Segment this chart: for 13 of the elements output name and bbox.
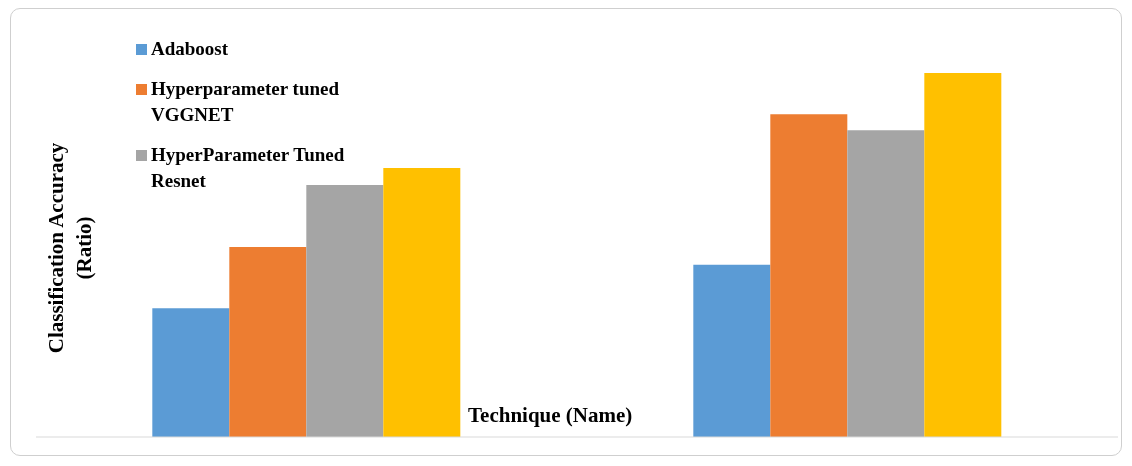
bar: [383, 168, 461, 437]
bar: [152, 308, 230, 437]
y-axis-title: Classification Accuracy (Ratio): [43, 141, 97, 356]
bar: [229, 246, 307, 437]
bar: [847, 130, 925, 437]
bar: [306, 185, 384, 437]
legend-label: Adaboost: [151, 37, 229, 61]
bar: [924, 73, 1002, 437]
legend-label: Hyperparameter tuned VGGNET: [151, 77, 341, 127]
bar: [693, 264, 771, 437]
x-axis-title: Technique (Name): [468, 403, 633, 428]
legend-label: HyperParameter Tuned Resnet: [151, 143, 346, 193]
bar: [770, 114, 848, 437]
